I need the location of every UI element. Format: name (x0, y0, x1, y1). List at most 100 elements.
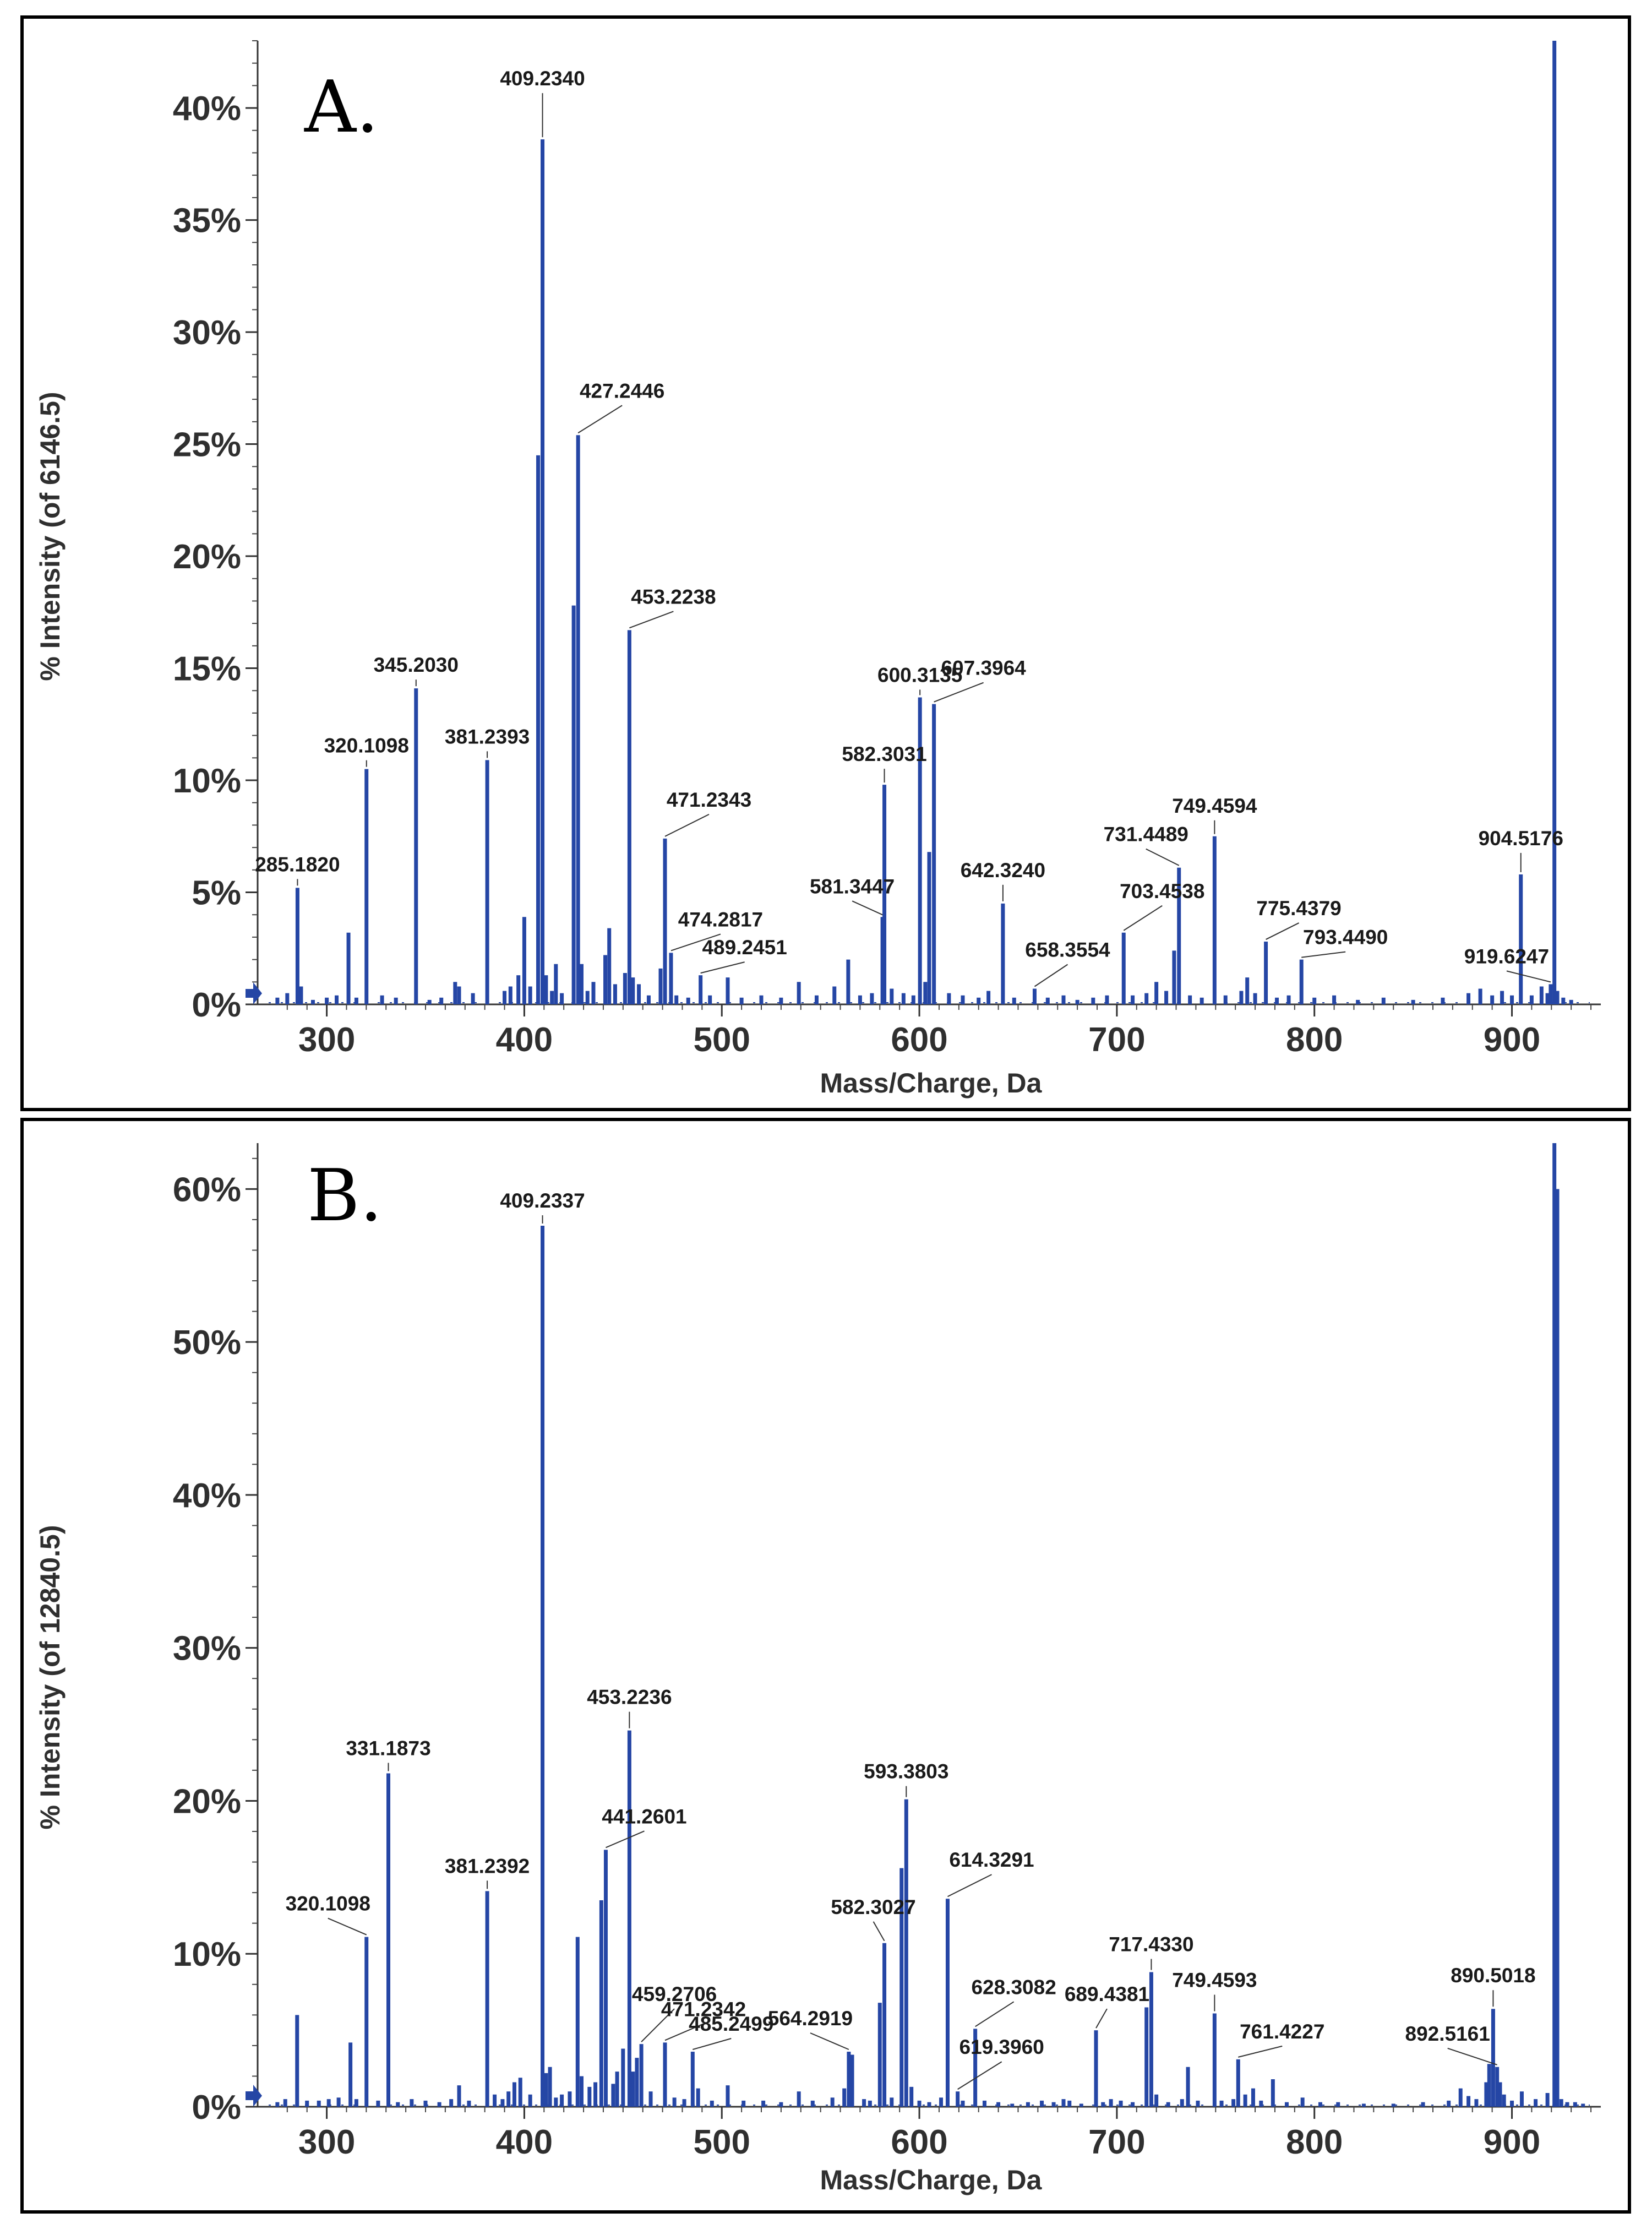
x-tick-label: 800 (1286, 1021, 1343, 1059)
y-axis-title-a: % Intensity (of 6146.5) (35, 392, 66, 681)
peak-label: 409.2337 (500, 1189, 585, 1212)
peak-label: 582.3031 (842, 743, 926, 765)
peak-leader-line (1146, 848, 1180, 866)
peak-label: 381.2393 (445, 725, 530, 748)
peak-label: 453.2236 (587, 1686, 672, 1709)
peak-label: 471.2342 (661, 1998, 746, 2020)
x-tick-label: 300 (298, 1021, 355, 1059)
x-axis-title-a: Mass/Charge, Da (820, 1068, 1043, 1099)
peak-leader-line (670, 933, 721, 952)
panel-letter-b: B. (307, 1154, 383, 1237)
peak-label: 717.4330 (1109, 1933, 1193, 1956)
peak-label: 345.2030 (374, 654, 459, 676)
x-tick-label: 800 (1286, 2123, 1343, 2161)
x-tick-label: 700 (1088, 1021, 1145, 1059)
peak-leader-line (1123, 905, 1163, 931)
peak-label: 919.6247 (1464, 945, 1549, 967)
peak-leader-line (947, 1874, 992, 1898)
y-axis-title-b: % Intensity (of 12840.5) (35, 1525, 66, 1830)
peak-label: 749.4593 (1172, 1969, 1257, 1992)
peak-leader-line (934, 682, 984, 703)
peak-leader-line (873, 1921, 885, 1942)
x-tick-label: 300 (298, 2123, 355, 2161)
spectrum-chart-b: B. Mass/Charge, Da % Intensity (of 12840… (35, 1143, 1601, 2195)
peak-label: 441.2601 (602, 1805, 686, 1828)
peak-label: 474.2817 (678, 908, 763, 931)
y-tick-label: 30% (173, 314, 241, 352)
baseline-arrow-icon-b (246, 2085, 262, 2107)
peak-leader-line (852, 900, 883, 916)
peak-leader-line (1506, 970, 1551, 983)
peak-label: 793.4490 (1303, 926, 1388, 949)
peak-leader-line (1447, 2047, 1498, 2065)
peak-label: 459.2706 (632, 1983, 717, 2005)
peak-leader-line (606, 1830, 645, 1849)
spectrum-panel-b: B. Mass/Charge, Da % Intensity (of 12840… (20, 1118, 1631, 2214)
peak-label: 892.5161 (1405, 2023, 1490, 2045)
x-tick-label: 400 (496, 1021, 553, 1059)
y-tick-label: 0% (192, 986, 241, 1024)
peak-leader-line (664, 2023, 704, 2041)
peak-label: 761.4227 (1240, 2020, 1324, 2043)
y-tick-label: 20% (173, 538, 241, 576)
y-tick-label: 5% (192, 874, 241, 912)
y-tick-label: 30% (173, 1630, 241, 1668)
peak-leader-line (1238, 2045, 1283, 2058)
y-tick-label: 60% (173, 1171, 241, 1209)
peak-label: 409.2340 (500, 67, 585, 90)
x-axis-title-b: Mass/Charge, Da (820, 2165, 1043, 2195)
x-tick-label: 900 (1484, 1021, 1540, 1059)
peak-leader-line (328, 1917, 367, 1936)
peak-leader-line (577, 405, 623, 434)
x-tick-label: 400 (496, 2123, 553, 2161)
peak-label: 320.1098 (286, 1893, 370, 1915)
peak-label: 285.1820 (255, 853, 340, 876)
y-tick-label: 40% (173, 1477, 241, 1515)
y-tick-label: 10% (173, 1936, 241, 1974)
peak-leader-line (1266, 922, 1300, 940)
peak-label: 642.3240 (961, 859, 1045, 882)
peak-leader-line (700, 961, 745, 974)
peak-leader-line (664, 813, 710, 837)
y-tick-label: 15% (173, 650, 241, 688)
peak-label: 658.3554 (1025, 939, 1110, 961)
peak-label: 581.3447 (810, 875, 895, 898)
y-tick-label: 50% (173, 1324, 241, 1362)
peak-leader-line (693, 2038, 732, 2050)
peak-label: 904.5176 (1479, 827, 1563, 850)
peak-leader-line (810, 2032, 849, 2050)
x-tick-label: 700 (1088, 2123, 1145, 2161)
x-tick-label: 500 (694, 2123, 750, 2161)
peak-label: 689.4381 (1065, 1983, 1149, 2005)
peak-leader-line (1034, 964, 1068, 987)
peak-label: 427.2446 (580, 379, 664, 402)
peak-label: 619.3960 (959, 2036, 1044, 2058)
spectrum-chart-a: A. Mass/Charge, Da % Intensity (of 6146.… (35, 40, 1601, 1099)
peak-label: 331.1873 (346, 1737, 430, 1759)
peak-label: 775.4379 (1256, 897, 1341, 920)
peak-label: 731.4489 (1104, 823, 1188, 846)
peak-label: 607.3964 (941, 657, 1026, 679)
peak-label: 614.3291 (949, 1849, 1034, 1871)
peak-label: 600.3135 (877, 664, 962, 686)
x-tick-label: 900 (1484, 2123, 1540, 2161)
peak-label: 703.4538 (1120, 880, 1204, 903)
peak-leader-line (1095, 2008, 1108, 2029)
x-tick-label: 600 (891, 2123, 947, 2161)
peak-leader-line (975, 2001, 1015, 2027)
peak-label: 564.2919 (768, 2007, 853, 2030)
y-tick-label: 40% (173, 90, 241, 128)
peak-label: 381.2392 (445, 1855, 530, 1877)
peak-label: 582.3027 (831, 1896, 915, 1918)
x-tick-label: 500 (694, 1021, 750, 1059)
y-tick-label: 20% (173, 1782, 241, 1820)
peak-label: 890.5018 (1451, 1964, 1535, 1987)
y-tick-label: 35% (173, 202, 241, 240)
peak-label: 471.2343 (667, 789, 751, 811)
spectrum-panel-a: A. Mass/Charge, Da % Intensity (of 6146.… (20, 15, 1631, 1111)
panel-letter-a: A. (304, 65, 379, 149)
peak-leader-line (957, 2061, 1002, 2090)
peak-label: 628.3082 (971, 1976, 1056, 1998)
y-tick-label: 10% (173, 762, 241, 800)
peak-label: 593.3803 (864, 1760, 948, 1783)
